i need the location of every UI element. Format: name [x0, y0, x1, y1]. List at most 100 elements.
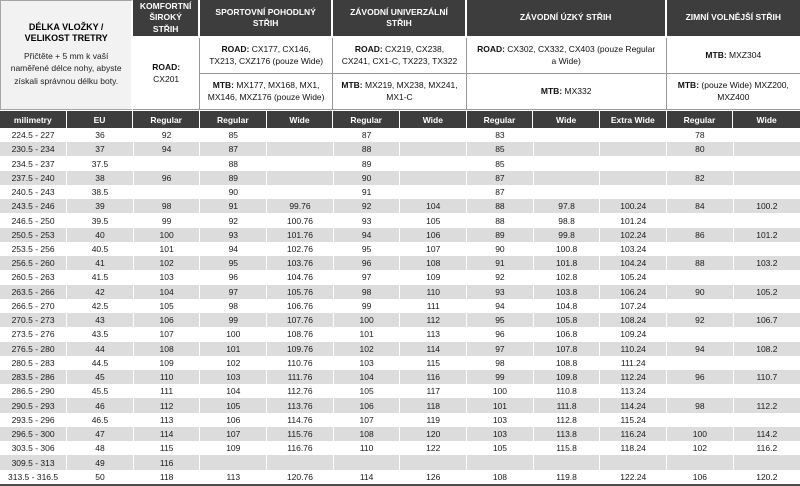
model-list: CX177, CX146, TX213, CXZ176 (pouze Wide) — [209, 43, 324, 66]
table-row: 250.5 - 253 40 100 93 101.76 94 106 89 99.8 102.2… — [0, 227, 800, 242]
size-value-cell: 90 — [199, 184, 268, 200]
size-value-cell: 102 — [133, 256, 201, 271]
size-value-cell: 96 — [133, 170, 201, 185]
size-value-cell: 108 — [466, 469, 534, 484]
size-value-cell: 92 — [333, 199, 401, 214]
eu-size-cell: 42.5 — [66, 298, 134, 314]
size-value-cell: 105.8 — [533, 313, 601, 328]
size-value-cell: 92 — [133, 128, 201, 143]
size-value-cell: 108.76 — [266, 327, 334, 342]
size-value-cell: 103 — [333, 355, 401, 370]
table-bottom-border — [0, 483, 800, 486]
mm-range-cell: 230.5 - 234 — [0, 142, 68, 157]
table-row: 230.5 - 234 37 94 87 88 85 80 — [0, 142, 800, 157]
size-value-cell — [666, 355, 734, 370]
size-value-cell: 113.8 — [533, 426, 601, 442]
size-value-cell: 94 — [666, 341, 734, 356]
size-value-cell — [266, 170, 334, 185]
size-value-cell: 118 — [133, 469, 201, 484]
size-value-cell: 107 — [399, 241, 468, 257]
size-value-cell: 116.2 — [756, 443, 778, 454]
size-value-cell: 112.2 — [756, 400, 778, 411]
size-value-cell: 103 — [466, 412, 534, 427]
table-row: 263.5 - 266 42 104 97 105.76 98 110 93 103.8 106.… — [0, 284, 800, 299]
group-title-race-universal: ZÁVODNÍ UNIVERZÁLNÍ STŘIH — [333, 0, 467, 38]
eu-size-cell: 37 — [66, 142, 134, 157]
size-value-cell: 109 — [199, 441, 268, 456]
size-value-cell: 82 — [666, 170, 734, 185]
size-value-cell: 103.2 — [756, 258, 778, 269]
col-header-race-narrow-wide: Wide — [533, 111, 600, 128]
size-value-cell: 95 — [199, 256, 268, 271]
size-value-cell: 80 — [666, 142, 734, 157]
mm-range-cell: 224.5 - 227 — [0, 128, 68, 143]
size-value-cell: 96 — [466, 327, 534, 342]
table-row: 303.5 - 306 48 115 109 116.76 110 122 105 115.8 1… — [0, 441, 800, 456]
size-value-cell: 100 — [466, 384, 534, 399]
size-value-cell: 120.76 — [266, 469, 334, 484]
size-value-cell — [533, 455, 601, 470]
size-value-cell: 102.24 — [599, 227, 668, 242]
size-value-cell: 105 — [133, 298, 201, 314]
table-row: 309.5 - 313 49 116 — [0, 455, 800, 470]
size-value-cell — [466, 455, 534, 470]
col-header-comfort-regular: Regular — [133, 111, 200, 128]
size-value-cell: 100.76 — [266, 213, 334, 228]
size-value-cell: 101.76 — [266, 227, 334, 242]
size-value-cell — [666, 270, 734, 285]
size-value-cell — [733, 171, 800, 185]
size-value-cell: 110 — [399, 284, 468, 299]
size-value-cell: 110.7 — [756, 372, 778, 383]
size-value-cell: 114.2 — [756, 429, 778, 440]
size-value-cell: 105 — [399, 213, 468, 228]
size-value-cell — [399, 142, 468, 157]
eu-size-cell: 39.5 — [66, 213, 134, 228]
size-value-cell: 112.76 — [266, 384, 334, 399]
mm-range-cell: 309.5 - 313 — [0, 455, 68, 470]
size-value-cell: 101.24 — [599, 213, 668, 228]
size-value-cell — [666, 455, 734, 470]
size-value-cell: 106.76 — [266, 298, 334, 314]
mtb-label: MTB: — [705, 49, 727, 60]
eu-size-cell: 40.5 — [66, 241, 134, 257]
size-value-cell — [599, 128, 668, 143]
size-value-cell: 103 — [133, 270, 201, 285]
size-value-cell — [733, 213, 800, 227]
size-value-cell: 106.8 — [533, 327, 601, 342]
model-list: CX302, CX332, CX403 (pouze Regular a Wid… — [507, 43, 656, 66]
mm-range-cell: 290.5 - 293 — [0, 398, 68, 413]
size-value-cell: 98 — [666, 398, 734, 413]
eu-size-cell: 46.5 — [66, 412, 134, 427]
size-value-cell: 118 — [399, 398, 468, 413]
size-value-cell: 104.8 — [533, 298, 601, 314]
size-value-cell: 92 — [199, 213, 268, 228]
size-value-cell: 110.8 — [533, 384, 601, 399]
models-race-universal-road: ROAD: CX219, CX238, CX241, CX1-C, TX223,… — [333, 38, 467, 74]
eu-size-cell: 45 — [66, 369, 134, 385]
size-value-cell: 99 — [199, 313, 268, 328]
size-value-cell — [599, 142, 668, 157]
size-value-cell: 97 — [199, 284, 268, 299]
size-value-cell: 86 — [666, 227, 734, 242]
group-title-comfort: KOMFORTNÍ ŠIROKÝ STŘIH — [133, 0, 200, 38]
chart-header: DÉLKA VLOŽKY / VELIKOST TRETRY Přičtěte … — [0, 0, 800, 110]
size-value-cell: 119 — [399, 412, 468, 427]
size-value-cell: 113 — [133, 412, 201, 427]
size-value-cell: 114 — [133, 426, 201, 442]
col-header-milimetry: milimetry — [0, 111, 67, 128]
size-value-cell: 101 — [133, 241, 201, 257]
eu-size-cell: 38 — [66, 170, 134, 185]
model-list: (pouze Wide) MXZ200, MXZ400 — [701, 79, 789, 102]
size-value-cell: 83 — [466, 128, 534, 143]
table-row: 243.5 - 246 39 98 91 99.76 92 104 88 97.8 100.24 8… — [0, 199, 800, 214]
size-value-cell: 102.76 — [266, 241, 334, 257]
table-row: 253.5 - 256 40.5 101 94 102.76 95 107 90 100.8 10… — [0, 241, 800, 257]
size-value-cell — [666, 412, 734, 427]
size-value-cell: 88 — [199, 156, 268, 171]
size-value-cell — [533, 142, 601, 157]
size-value-cell: 93 — [199, 227, 268, 242]
size-value-cell: 111.76 — [266, 369, 334, 385]
size-value-cell: 113.24 — [599, 384, 668, 399]
size-value-cell: 105 — [199, 398, 268, 413]
size-value-cell: 91 — [333, 184, 401, 200]
